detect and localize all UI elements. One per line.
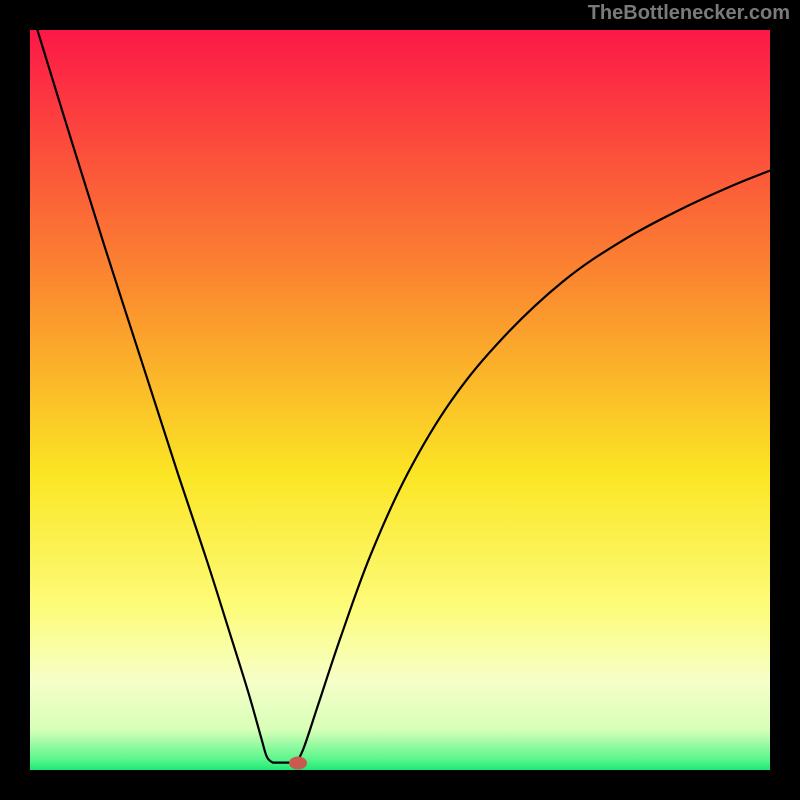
optimum-marker xyxy=(289,756,307,769)
plot-area xyxy=(30,30,770,770)
watermark-text: TheBottlenecker.com xyxy=(588,2,790,25)
bottleneck-curve xyxy=(30,30,770,770)
curve-path xyxy=(37,30,770,763)
